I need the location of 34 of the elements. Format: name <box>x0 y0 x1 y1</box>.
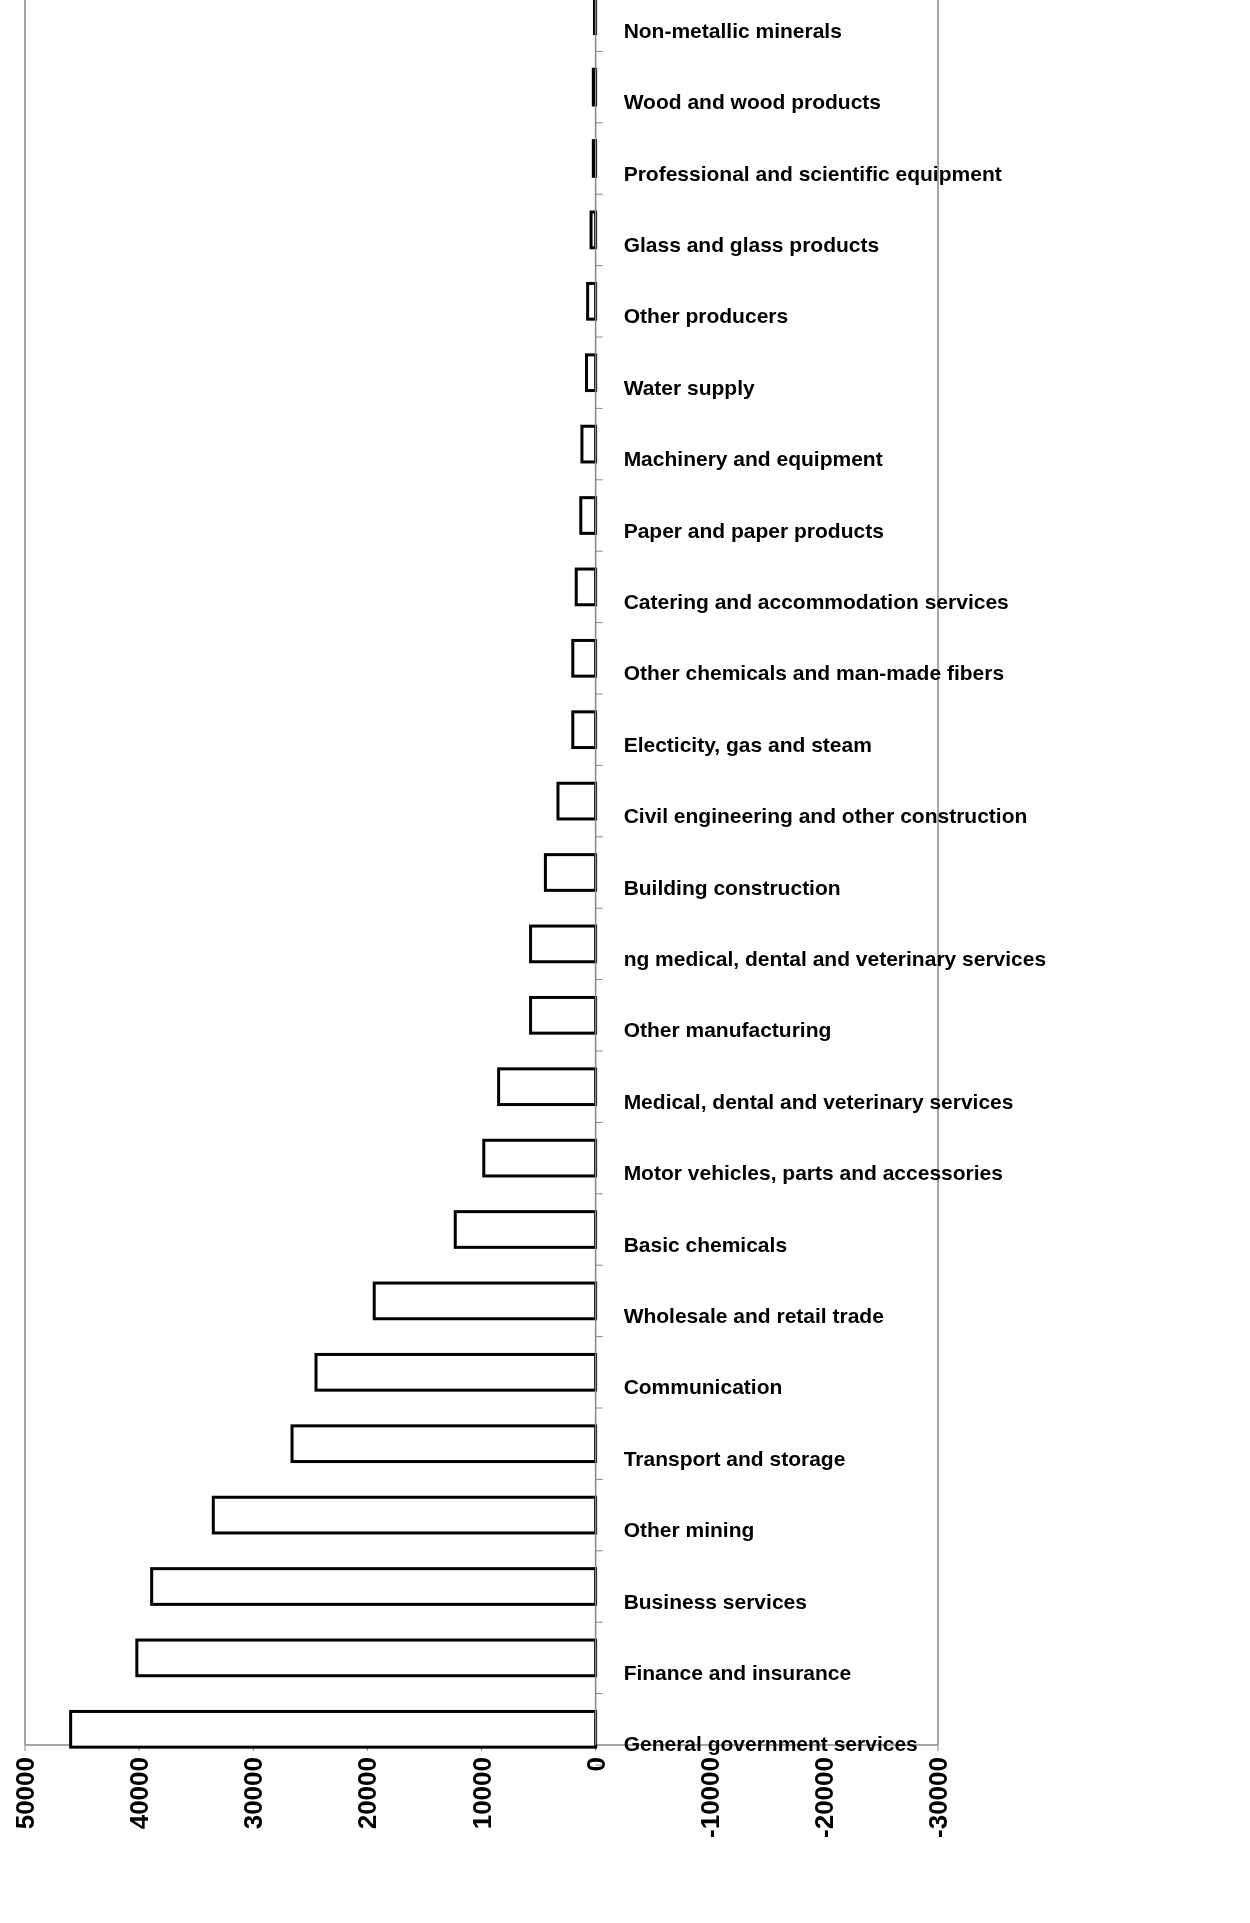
y-tick-label: Communication <box>623 1375 783 1399</box>
y-tick-label: Non-metallic minerals <box>623 18 842 42</box>
y-tick-label: Transport and storage <box>623 1446 846 1470</box>
y-tick-label: Finance and insurance <box>623 1660 852 1684</box>
y-tick-label: Other chemicals and man-made fibers <box>623 661 1005 685</box>
x-tick-label: 30000 <box>238 1757 269 1830</box>
y-tick-label: Paper and paper products <box>623 518 884 542</box>
x-tick-label: 40000 <box>124 1757 155 1830</box>
y-tick-label: Basic chemicals <box>623 1232 788 1256</box>
y-tick-label: Other manufacturing <box>623 1018 832 1042</box>
y-tick-label: Motor vehicles, parts and accessories <box>623 1161 1003 1185</box>
x-tick-label: 0 <box>580 1757 611 1772</box>
y-tick-label: Glass and glass products <box>623 232 880 256</box>
x-tick-label: 20000 <box>352 1757 383 1830</box>
y-tick-label: Professional and scientific equipment <box>623 161 1002 185</box>
y-tick-label: Electicity, gas and steam <box>623 732 872 756</box>
y-tick-label: Business services <box>623 1589 807 1613</box>
y-tick-label: Catering and accommodation services <box>623 589 1009 613</box>
y-tick-label: Other mining <box>623 1518 755 1542</box>
x-tick-label: -30000 <box>923 1757 953 1838</box>
y-tick-label: ng medical, dental and veterinary services <box>623 946 1047 970</box>
y-tick-label: Machinery and equipment <box>623 447 883 471</box>
x-tick-label: 50000 <box>10 1757 40 1830</box>
y-tick-label: Water supply <box>623 375 756 399</box>
x-tick-label: -10000 <box>694 1757 725 1838</box>
y-tick-label: Wholesale and retail trade <box>623 1303 884 1327</box>
y-tick-label: General government services <box>623 1732 918 1756</box>
y-tick-label: Other producers <box>623 304 789 328</box>
x-tick-label: -20000 <box>808 1757 839 1838</box>
y-tick-label: Building construction <box>623 875 841 899</box>
x-tick-label: 10000 <box>466 1757 497 1830</box>
y-tick-label: Medical, dental and veterinary services <box>623 1089 1014 1113</box>
y-tick-label: Civil engineering and other construction <box>623 804 1028 828</box>
y-tick-label: Wood and wood products <box>623 90 882 114</box>
